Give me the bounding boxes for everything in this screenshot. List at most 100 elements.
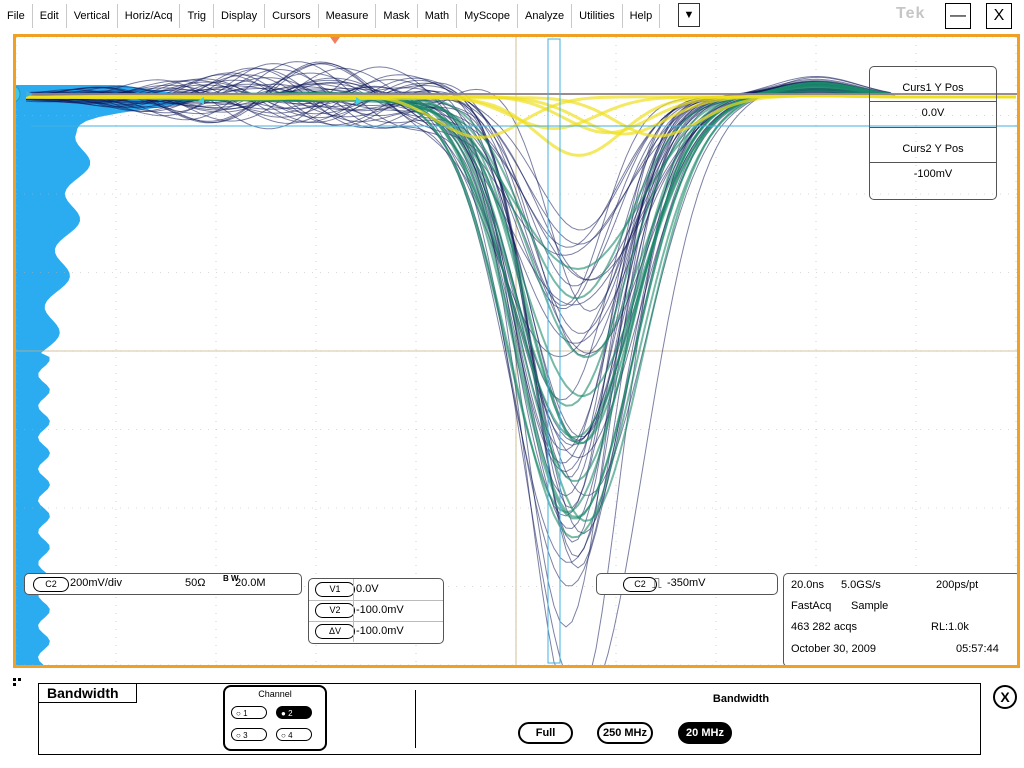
waveform-canvas[interactable]: 2	[16, 37, 1017, 665]
channel-2-button[interactable]: ● 2	[276, 706, 312, 719]
v2-badge: V2	[315, 603, 355, 618]
menu-utilities[interactable]: Utilities	[572, 4, 623, 28]
cursor1-level-marker[interactable]	[26, 91, 34, 97]
menu-trig[interactable]: Trig	[180, 4, 215, 28]
time-per-div: 20.0ns	[791, 579, 825, 591]
waveform-trace	[25, 82, 1016, 514]
cursor2-y-value[interactable]: -100mV	[913, 168, 953, 180]
close-panel-button[interactable]: X	[993, 685, 1017, 709]
bw-limit-mark: B W	[223, 574, 239, 583]
waveform-trace	[25, 87, 1016, 281]
tek-logo: Tek	[896, 5, 926, 22]
waveform-trace	[25, 79, 1016, 587]
cursor-readout-row: V1 0.0V	[309, 579, 443, 601]
cursor-marker-right[interactable]	[356, 97, 362, 105]
menu-display[interactable]: Display	[214, 4, 266, 28]
trigger-position-marker[interactable]	[330, 37, 340, 44]
waveform-trace	[25, 78, 1016, 628]
markers: 2	[16, 37, 362, 105]
close-app-button[interactable]: X	[986, 3, 1012, 29]
v1-value: 0.0V	[356, 583, 379, 595]
menu-list: File Edit Vertical Horiz/Acq Trig Displa…	[0, 4, 661, 28]
waveform-trace	[25, 87, 1016, 359]
channel-selector: Channel ○ 1 ● 2 ○ 3 ○ 4	[223, 685, 327, 751]
menu-cursors[interactable]: Cursors	[265, 4, 319, 28]
channel-readout[interactable]: C2 200mV/div 50Ω B W 20.0M	[24, 573, 302, 595]
time-resolution: 200ps/pt	[936, 579, 979, 591]
menu-myscope[interactable]: MyScope	[457, 4, 519, 28]
v2-value: -100.0mV	[356, 604, 404, 616]
menu-file[interactable]: File	[0, 4, 33, 28]
waveform-trace	[25, 93, 1016, 138]
channel-4-button[interactable]: ○ 4	[276, 728, 312, 741]
bandwidth-20mhz-button[interactable]: 20 MHz	[678, 722, 732, 744]
acq-mode: FastAcq	[791, 600, 832, 612]
acq-count: 463 282 acqs	[791, 621, 858, 633]
channel-2-label: 2	[288, 709, 293, 718]
cursor-y-position-panel[interactable]: Curs1 Y Pos 0.0V Curs2 Y Pos -100mV	[869, 66, 997, 200]
waveform-trace	[25, 84, 1016, 445]
waveform-display[interactable]: 2 Curs1 Y Pos 0.0V Curs2 Y Pos -100mV C2…	[13, 34, 1020, 668]
channel-badge[interactable]: C2	[33, 577, 69, 592]
bandwidth-control-panel: Bandwidth Channel ○ 1 ● 2 ○ 3 ○ 4 Bandwi…	[38, 683, 981, 755]
trigger-source-badge[interactable]: C2	[623, 577, 657, 592]
trigger-level: -350mV	[667, 577, 706, 589]
panel-title: Bandwidth	[39, 684, 137, 703]
cursor2-y-label: Curs2 Y Pos	[902, 143, 964, 155]
channel-4-label: 4	[288, 731, 293, 740]
acq-time: 05:57:44	[956, 643, 999, 655]
bandwidth-full-button[interactable]: Full	[518, 722, 573, 744]
row-divider	[353, 579, 354, 600]
menu-horiz-acq[interactable]: Horiz/Acq	[118, 4, 181, 28]
acquisition-readout[interactable]: 20.0ns 5.0GS/s 200ps/pt FastAcq Sample 4…	[783, 573, 1017, 665]
cursor-marker-mid[interactable]	[198, 97, 204, 105]
dropdown-arrow-icon[interactable]: ▼	[678, 3, 700, 27]
cursor-lines[interactable]	[31, 38, 1017, 664]
menu-analyze[interactable]: Analyze	[518, 4, 573, 28]
acq-type: Sample	[851, 600, 889, 612]
histogram	[16, 85, 194, 665]
cursor-readout-row: V2 -100.0mV	[309, 600, 443, 622]
panel-divider	[415, 690, 416, 748]
histogram-area	[16, 85, 194, 665]
menu-help[interactable]: Help	[623, 4, 661, 28]
waveform-trace	[25, 78, 1016, 535]
waveform-trace	[25, 84, 1016, 444]
bandwidth-250mhz-button[interactable]: 250 MHz	[597, 722, 653, 744]
control-panel-area: Bandwidth Channel ○ 1 ● 2 ○ 3 ○ 4 Bandwi…	[13, 678, 1020, 762]
cursor-panel-divider	[870, 127, 996, 128]
channel-3-button[interactable]: ○ 3	[231, 728, 267, 741]
menu-mask[interactable]: Mask	[376, 4, 418, 28]
v1-badge: V1	[315, 582, 355, 597]
channel-1-label: 1	[243, 709, 248, 718]
menu-vertical[interactable]: Vertical	[67, 4, 118, 28]
sample-rate: 5.0GS/s	[841, 579, 881, 591]
waveform-trace	[25, 72, 1016, 530]
waveform-trace	[26, 90, 1016, 271]
minimize-button[interactable]: —	[945, 3, 971, 29]
delta-v-value: -100.0mV	[356, 625, 404, 637]
waveform-traces	[25, 61, 1017, 665]
cursor-readout-row: ΔV -100.0mV	[309, 621, 443, 642]
channel-3-label: 3	[243, 731, 248, 740]
menu-measure[interactable]: Measure	[319, 4, 377, 28]
cursor-panel-divider	[870, 162, 996, 163]
channel-2-marker[interactable]	[16, 85, 21, 103]
menu-edit[interactable]: Edit	[33, 4, 67, 28]
cursor-panel-divider	[870, 101, 996, 102]
panel-grip-icon[interactable]	[13, 678, 23, 688]
channel-1-button[interactable]: ○ 1	[231, 706, 267, 719]
vertical-scale: 200mV/div	[70, 577, 122, 589]
cursor1-y-value[interactable]: 0.0V	[921, 107, 945, 119]
row-divider	[353, 621, 354, 642]
delta-v-badge: ΔV	[315, 624, 355, 639]
input-impedance: 50Ω	[185, 577, 206, 589]
time-gate-box	[547, 38, 561, 664]
waveform-trace	[26, 81, 1016, 520]
trigger-readout[interactable]: C2 ⎍ -350mV	[596, 573, 778, 595]
falling-edge-icon: ⎍	[652, 575, 662, 591]
cursor-readout: V1 0.0V V2 -100.0mV ΔV -100.0mV	[308, 578, 444, 644]
record-length: RL:1.0k	[931, 621, 969, 633]
waveform-trace	[26, 82, 1016, 519]
menu-math[interactable]: Math	[418, 4, 458, 28]
